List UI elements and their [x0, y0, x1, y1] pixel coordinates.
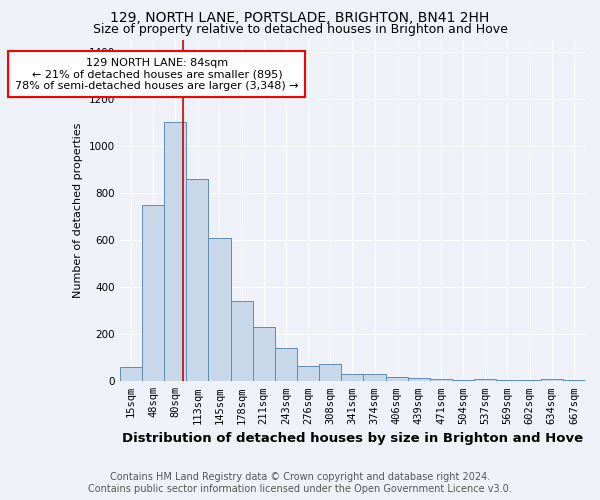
Bar [275, 348, 297, 382]
X-axis label: Distribution of detached houses by size in Brighton and Hove: Distribution of detached houses by size … [122, 432, 583, 445]
Bar [474, 379, 496, 382]
Bar [142, 205, 164, 382]
Bar [386, 376, 408, 382]
Bar [164, 122, 186, 382]
Text: 129 NORTH LANE: 84sqm
← 21% of detached houses are smaller (895)
78% of semi-det: 129 NORTH LANE: 84sqm ← 21% of detached … [15, 58, 299, 90]
Bar [496, 380, 518, 382]
Bar [297, 366, 319, 382]
Text: Size of property relative to detached houses in Brighton and Hove: Size of property relative to detached ho… [92, 22, 508, 36]
Bar [563, 380, 585, 382]
Text: 129, NORTH LANE, PORTSLADE, BRIGHTON, BN41 2HH: 129, NORTH LANE, PORTSLADE, BRIGHTON, BN… [110, 12, 490, 26]
Bar [230, 302, 253, 382]
Bar [408, 378, 430, 382]
Bar [319, 364, 341, 382]
Bar [430, 379, 452, 382]
Bar [541, 379, 563, 382]
Bar [120, 367, 142, 382]
Bar [452, 380, 474, 382]
Bar [364, 374, 386, 382]
Y-axis label: Number of detached properties: Number of detached properties [73, 123, 83, 298]
Bar [186, 179, 208, 382]
Bar [518, 380, 541, 382]
Bar [341, 374, 364, 382]
Text: Contains HM Land Registry data © Crown copyright and database right 2024.
Contai: Contains HM Land Registry data © Crown c… [88, 472, 512, 494]
Bar [208, 238, 230, 382]
Bar [253, 327, 275, 382]
